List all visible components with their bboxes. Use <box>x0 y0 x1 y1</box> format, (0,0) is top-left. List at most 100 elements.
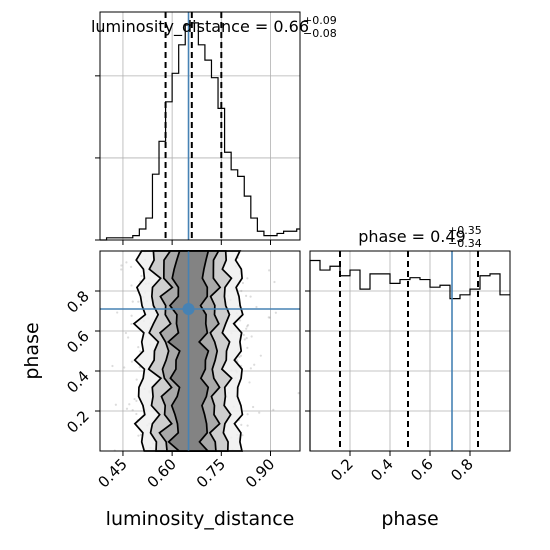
scatter-point <box>125 261 128 264</box>
scatter-point <box>253 363 256 366</box>
scatter-point <box>246 277 249 280</box>
x-tick-label: 0.2 <box>327 455 357 485</box>
scatter-point <box>135 399 138 402</box>
scatter-point <box>139 433 143 436</box>
scatter-point <box>239 354 243 357</box>
histogram-panel-luminosity-distance: luminosity_distance = 0.66 +0.09 −0.08 <box>91 12 337 245</box>
x-tick-label: 0.8 <box>447 455 477 485</box>
scatter-point <box>250 335 253 338</box>
x-tick-label: 0.4 <box>367 455 397 485</box>
scatter-point <box>131 409 134 412</box>
scatter-point <box>246 325 249 328</box>
scatter-point <box>133 397 136 401</box>
axes-frame <box>99 250 301 452</box>
panel-title: luminosity_distance = 0.66 <box>91 17 309 37</box>
scatter-point <box>138 365 141 369</box>
scatter-point <box>243 338 246 341</box>
scatter-point <box>259 354 262 357</box>
x-tick-label: 0.90 <box>242 455 278 491</box>
scatter-point <box>245 337 248 340</box>
x-axis-label-right: phase <box>381 508 438 530</box>
scatter-point <box>124 331 128 335</box>
y-axis-label: phase <box>21 322 43 379</box>
grid-lines <box>310 251 510 451</box>
scatter-point <box>123 366 126 369</box>
scatter-point <box>137 300 140 303</box>
title-lower-error: −0.34 <box>448 237 482 250</box>
scatter-point <box>131 300 134 303</box>
quantile-lines <box>164 12 223 240</box>
scatter-point <box>246 346 249 349</box>
scatter-point <box>297 392 300 395</box>
plot-frame <box>100 12 300 240</box>
scatter-point <box>252 405 255 409</box>
scatter-point <box>249 295 252 298</box>
scatter-point <box>242 333 245 337</box>
scatter-point <box>130 322 133 326</box>
scatter-point <box>272 408 275 412</box>
scatter-point <box>135 412 138 416</box>
scatter-point <box>267 316 270 319</box>
x-tick-label: 0.45 <box>94 455 130 491</box>
scatter-point <box>130 360 134 363</box>
histogram-steps <box>100 22 300 241</box>
scatter-point <box>129 265 133 268</box>
scatter-point <box>111 364 114 368</box>
scatter-point <box>128 403 131 406</box>
scatter-point <box>268 269 271 272</box>
x-tick-label: 0.6 <box>407 455 437 485</box>
scatter-point <box>139 350 142 353</box>
scatter-point <box>127 336 130 339</box>
scatter-point <box>137 434 140 437</box>
title-upper-error: +0.35 <box>448 224 482 237</box>
title-lower-error: −0.08 <box>303 27 337 40</box>
scatter-point <box>238 355 241 359</box>
scatter-point <box>274 311 277 314</box>
plot-frame <box>310 251 510 451</box>
scatter-point <box>130 284 133 287</box>
scatter-point <box>125 407 129 410</box>
panel-title: phase = 0.49 <box>358 227 465 246</box>
scatter-point <box>246 424 249 427</box>
scatter-point <box>120 264 123 267</box>
truth-point <box>182 303 195 315</box>
x-tick-label: 0.60 <box>144 455 180 491</box>
scatter-point <box>248 381 251 384</box>
scatter-point <box>246 324 250 327</box>
scatter-point <box>245 327 248 330</box>
scatter-point <box>137 346 140 349</box>
scatter-point <box>273 280 276 284</box>
scatter-point <box>246 413 249 416</box>
scatter-point <box>140 274 143 278</box>
scatter-point <box>235 359 238 362</box>
axes-frame <box>309 250 511 452</box>
scatter-point <box>240 289 243 293</box>
scatter-point <box>120 268 123 271</box>
scatter-point <box>241 434 244 437</box>
scatter-point <box>239 319 242 322</box>
title-upper-error: +0.09 <box>303 14 337 27</box>
axes-frame <box>99 11 301 241</box>
quantile-lines <box>339 251 479 451</box>
scatter-point <box>241 281 245 285</box>
histogram-panel-phase: 0.2 0.4 0.6 0.8 phase = 0.49 +0.35 −0.34 <box>305 224 510 485</box>
scatter-point <box>249 367 252 370</box>
scatter-point <box>116 311 119 314</box>
scatter-point <box>258 411 261 414</box>
y-tick-label: 0.4 <box>63 367 93 397</box>
axis-ticks <box>95 75 271 245</box>
y-tick-label: 0.2 <box>63 407 93 437</box>
x-axis-label-left: luminosity_distance <box>106 508 295 530</box>
scatter-point <box>255 305 258 309</box>
y-tick-label: 0.6 <box>63 327 93 357</box>
density-panel: 0.45 0.60 0.75 0.90 0.2 0.4 0.6 0.8 <box>63 249 300 491</box>
y-tick-label: 0.8 <box>63 287 93 317</box>
scatter-point <box>135 378 138 381</box>
panel-frames <box>99 11 511 452</box>
scatter-point <box>240 423 243 426</box>
x-tick-label: 0.75 <box>193 455 229 491</box>
scatter-point <box>268 316 271 319</box>
scatter-point <box>245 294 248 297</box>
scatter-point <box>114 403 117 406</box>
